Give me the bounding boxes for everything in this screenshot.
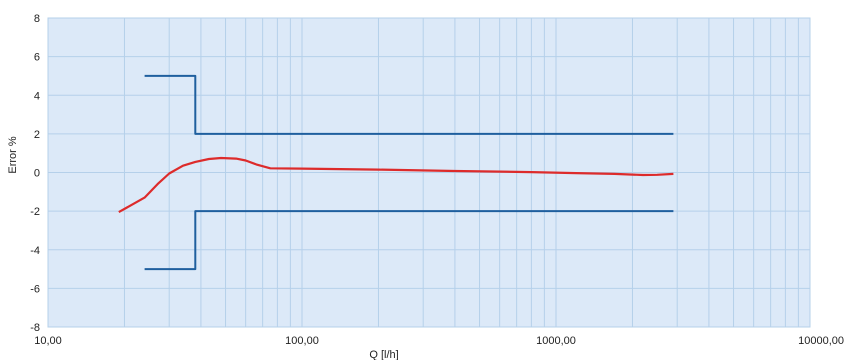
x-axis-title: Q [l/h] xyxy=(369,349,398,360)
y-axis-title: Error % xyxy=(7,136,19,174)
series-layer xyxy=(118,74,674,271)
lower-limit-line xyxy=(144,210,674,271)
y-tick-label: 4 xyxy=(34,90,40,102)
x-tick-label: 1000,00 xyxy=(536,335,576,347)
upper-limit-line xyxy=(144,74,674,135)
y-tick-label: -6 xyxy=(30,283,40,295)
x-tick-label: 100,00 xyxy=(285,335,319,347)
x-tick-label: 10,00 xyxy=(34,335,62,347)
error-curve-line xyxy=(118,156,674,214)
y-tick-label: 2 xyxy=(34,129,40,141)
plot-border xyxy=(47,17,811,328)
gridlines xyxy=(47,17,811,328)
tick-labels: 8 6 4 2 0 -2 -4 -6 -810,00 100,00 1000,00 10000,00 xyxy=(30,13,844,347)
y-tick-label: 8 xyxy=(34,13,40,25)
y-tick-label: -4 xyxy=(30,245,40,257)
y-tick-label: 0 xyxy=(34,168,40,180)
y-tick-label: -2 xyxy=(30,206,40,218)
y-tick-label: 6 xyxy=(34,52,40,64)
x-tick-label: 10000,00 xyxy=(798,335,844,347)
y-tick-label: -8 xyxy=(30,322,40,334)
